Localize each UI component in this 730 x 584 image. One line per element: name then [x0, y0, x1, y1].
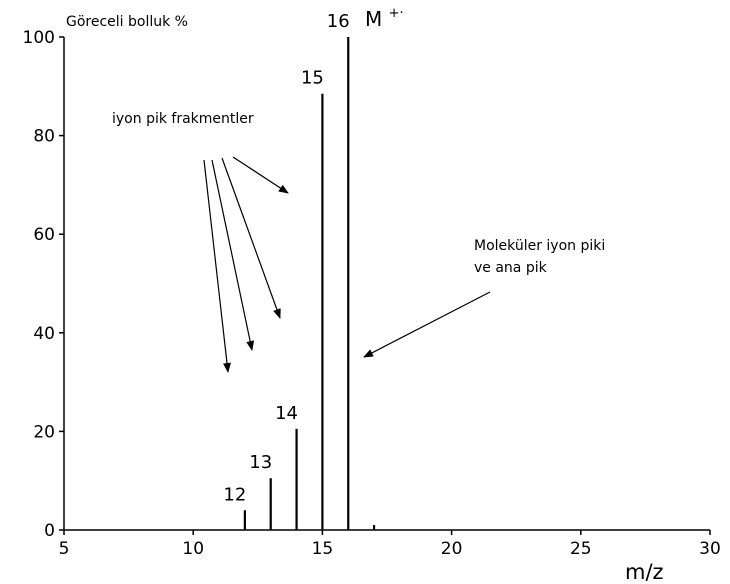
molecular-ion-arrow [363, 291, 491, 358]
peak-label: 14 [275, 403, 298, 424]
y-tick-label: 60 [33, 225, 55, 245]
fragment-arrow-3 [221, 157, 281, 319]
x-tick-label: 25 [570, 539, 592, 559]
molecular-ion-charge: +· [389, 6, 404, 21]
fragment-arrow-2 [211, 159, 255, 351]
peak-label: 12 [223, 484, 246, 505]
y-tick-label: 100 [23, 28, 55, 48]
peak-label: 15 [301, 68, 324, 89]
x-tick-label: 5 [59, 539, 70, 559]
molecular-ion-annotation-line-2: ve ana pik [474, 260, 548, 276]
y-tick-label: 0 [44, 521, 55, 541]
molecular-ion-annotation: Moleküler iyon piki ve ana pik [474, 238, 610, 276]
x-tick-label: 30 [699, 539, 721, 559]
fragment-ions-annotation: iyon pik frakmentler [112, 111, 254, 127]
peak-label: 13 [249, 452, 272, 473]
x-tick-label: 10 [182, 539, 204, 559]
fragment-arrow-4 [232, 156, 289, 194]
y-ticks: 0 20 40 60 80 100 [23, 28, 64, 541]
y-tick-label: 20 [33, 422, 55, 442]
fragment-arrows [203, 156, 289, 373]
x-tick-label: 15 [312, 539, 334, 559]
x-axis-title: m/z [625, 560, 664, 584]
peak-label: 16 [327, 11, 350, 32]
y-axis-title: Göreceli bolluk % [66, 14, 188, 30]
x-tick-label: 20 [441, 539, 463, 559]
y-tick-label: 80 [33, 127, 55, 147]
fragment-arrow-1 [203, 159, 231, 373]
x-ticks: 5 10 15 20 25 30 [59, 530, 721, 559]
peaks [243, 37, 376, 530]
y-tick-label: 40 [33, 324, 55, 344]
molecular-ion-label: M +· [365, 6, 404, 31]
molecular-ion-symbol: M [365, 7, 382, 31]
molecular-ion-annotation-line-1: Moleküler iyon piki [474, 238, 605, 254]
